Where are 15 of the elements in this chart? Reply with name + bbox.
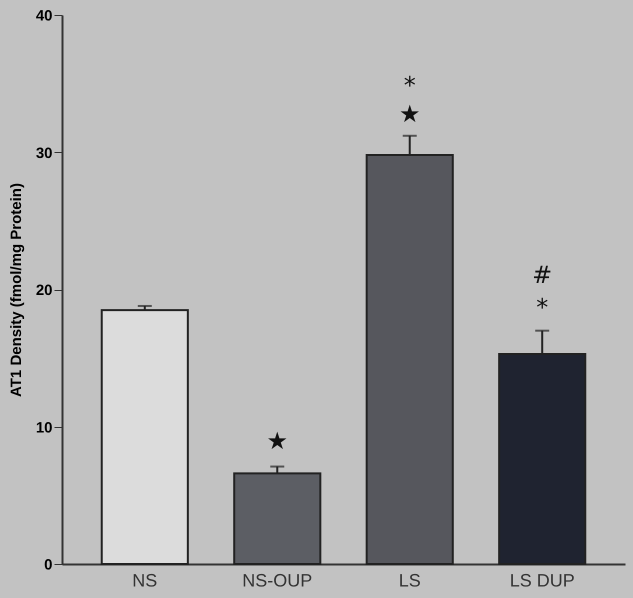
x-tick-label: NS-OUP — [242, 570, 312, 590]
annotation: ★ — [398, 100, 420, 128]
y-tick-label: 40 — [36, 8, 52, 24]
y-tick-label: 10 — [36, 419, 52, 436]
annotation: ★ — [266, 426, 288, 455]
y-tick-label: 30 — [36, 144, 52, 162]
annotation: * — [404, 71, 416, 100]
y-axis-title: AT1 Density (fmol/mg Protein) — [8, 183, 25, 397]
x-tick-label: LS DUP — [510, 570, 575, 590]
y-tick-label: 20 — [36, 282, 52, 299]
x-tick-label: NS — [132, 570, 158, 590]
annotation: * — [536, 294, 548, 322]
x-tick-label: LS — [398, 570, 421, 590]
y-tick-label: 0 — [44, 556, 52, 574]
annotation: # — [532, 260, 552, 289]
